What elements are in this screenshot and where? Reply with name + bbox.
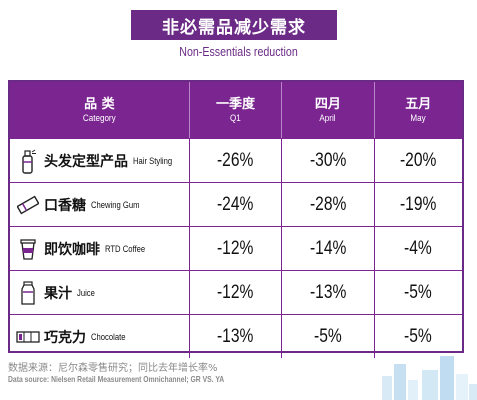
chewing-gum-icon	[16, 190, 40, 220]
april-value: -14%	[309, 237, 347, 259]
decorative-blocks	[382, 356, 477, 400]
q1-cell: -12%	[188, 271, 281, 314]
q1-value: -24%	[217, 193, 254, 215]
table-header: 品 类 Category 一季度 Q1 四月 April 五月 May	[10, 82, 462, 138]
q1-value: -13%	[217, 325, 254, 347]
category-name-zh: 即饮咖啡	[44, 241, 100, 258]
table-row: 巧克力 Chocolate -13% -5% -5%	[10, 314, 462, 358]
april-cell: -14%	[281, 227, 373, 270]
may-value: -4%	[404, 237, 433, 259]
header-q1-zh: 一季度	[216, 96, 256, 112]
may-cell: -4%	[373, 227, 462, 270]
header-april-zh: 四月	[314, 96, 341, 112]
hair-spray-icon	[16, 146, 40, 176]
header-category-en: Category	[83, 112, 116, 124]
april-value: -30%	[309, 149, 347, 171]
header-may: 五月 May	[373, 82, 462, 138]
april-value: -13%	[309, 281, 347, 303]
q1-value: -12%	[217, 237, 254, 259]
category-name-zh: 头发定型产品	[44, 153, 128, 170]
category-name-zh: 巧克力	[44, 329, 86, 346]
q1-value: -26%	[217, 149, 254, 171]
header-may-zh: 五月	[405, 96, 432, 112]
page-title: 非必需品减少需求	[131, 10, 337, 40]
category-cell: 头发定型产品 Hair Styling	[10, 139, 189, 182]
q1-cell: -12%	[188, 227, 281, 270]
april-cell: -28%	[281, 183, 373, 226]
category-cell: 果汁 Juice	[10, 271, 189, 314]
category-name-en: Hair Styling	[133, 155, 173, 166]
source-note-zh: 数据来源：尼尔森零售研究；同比去年增长率%	[8, 363, 218, 374]
category-name-en: RTD Coffee	[105, 243, 146, 254]
chocolate-bar-icon	[16, 322, 40, 352]
category-cell: 口香糖 Chewing Gum	[10, 183, 189, 226]
category-name-en: Juice	[77, 287, 95, 298]
may-cell: -19%	[373, 183, 462, 226]
may-value: -20%	[400, 149, 437, 171]
april-value: -5%	[314, 325, 342, 347]
juice-bottle-icon	[16, 278, 40, 308]
header-category-zh: 品 类	[84, 96, 115, 112]
q1-cell: -13%	[188, 315, 281, 358]
category-name-en: Chewing Gum	[91, 199, 140, 210]
may-value: -5%	[404, 281, 433, 303]
category-name-zh: 口香糖	[44, 197, 86, 214]
table-row: 果汁 Juice -12% -13% -5%	[10, 270, 462, 314]
category-cell: 巧克力 Chocolate	[10, 315, 189, 358]
data-table: 品 类 Category 一季度 Q1 四月 April 五月 May 头发定型…	[8, 80, 464, 358]
q1-value: -12%	[217, 281, 254, 303]
header-q1: 一季度 Q1	[188, 82, 281, 138]
category-name-en: Chocolate	[91, 331, 126, 342]
category-cell: 即饮咖啡 RTD Coffee	[10, 227, 189, 270]
coffee-cup-icon	[16, 234, 40, 264]
q1-cell: -26%	[188, 139, 281, 182]
category-name-zh: 果汁	[44, 285, 72, 302]
header-q1-en: Q1	[230, 112, 241, 124]
may-value: -19%	[400, 193, 437, 215]
header-may-en: May	[410, 112, 426, 124]
table-row: 头发定型产品 Hair Styling -26% -30% -20%	[10, 138, 462, 182]
header-april: 四月 April	[281, 82, 373, 138]
header-category: 品 类 Category	[10, 82, 189, 138]
table-row: 口香糖 Chewing Gum -24% -28% -19%	[10, 182, 462, 226]
april-value: -28%	[309, 193, 347, 215]
table-row: 即饮咖啡 RTD Coffee -12% -14% -4%	[10, 226, 462, 270]
source-note-en: Data source: Nielsen Retail Measurement …	[8, 374, 225, 384]
q1-cell: -24%	[188, 183, 281, 226]
may-cell: -20%	[373, 139, 462, 182]
april-cell: -5%	[281, 315, 373, 358]
april-cell: -30%	[281, 139, 373, 182]
april-cell: -13%	[281, 271, 373, 314]
page-subtitle: Non-Essentials reduction	[179, 44, 298, 59]
may-cell: -5%	[373, 271, 462, 314]
may-value: -5%	[404, 325, 433, 347]
header-april-en: April	[319, 112, 336, 124]
may-cell: -5%	[373, 315, 462, 358]
